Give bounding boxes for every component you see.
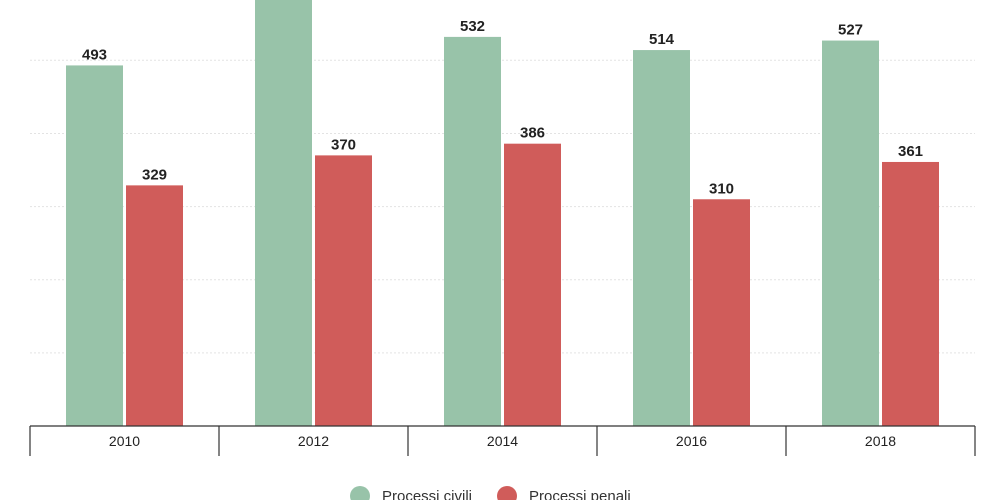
legend-label: Processi penali [529, 488, 631, 500]
value-label: 386 [520, 125, 545, 142]
bar-civili-2010 [66, 65, 123, 426]
x-axis: 2010 2012 2014 2016 2018 [29, 425, 976, 456]
value-labels: 493 329 370 532 386 514 310 527 361 [82, 18, 923, 197]
value-label: 310 [709, 180, 734, 197]
value-label: 532 [460, 18, 485, 35]
legend-swatch [497, 486, 517, 500]
grid-lines [30, 59, 975, 354]
x-tick-label: 2016 [676, 433, 707, 449]
x-tick-label: 2018 [865, 433, 896, 449]
bar-civili-2014 [444, 36, 501, 426]
value-label: 527 [838, 22, 863, 39]
value-label: 361 [898, 143, 923, 160]
legend: Processi civili Processi penali [350, 486, 631, 500]
bar-penali-2018 [882, 161, 939, 426]
x-tick-label: 2010 [109, 433, 140, 449]
bar-civili-2012 [255, 0, 312, 426]
legend-swatch [350, 486, 370, 500]
bar-civili-2016 [633, 50, 690, 427]
value-label: 514 [649, 31, 675, 48]
value-label: 329 [142, 166, 167, 183]
bar-penali-2010 [126, 185, 183, 426]
bar-penali-2012 [315, 155, 372, 426]
value-label: 370 [331, 136, 356, 153]
value-label: 493 [82, 46, 107, 63]
x-tick-label: 2014 [487, 433, 518, 449]
legend-label: Processi civili [382, 488, 472, 500]
bar-penali-2014 [504, 143, 561, 426]
bar-penali-2016 [693, 199, 750, 426]
bars [66, 0, 939, 427]
bar-civili-2018 [822, 40, 879, 427]
x-tick-label: 2012 [298, 433, 329, 449]
